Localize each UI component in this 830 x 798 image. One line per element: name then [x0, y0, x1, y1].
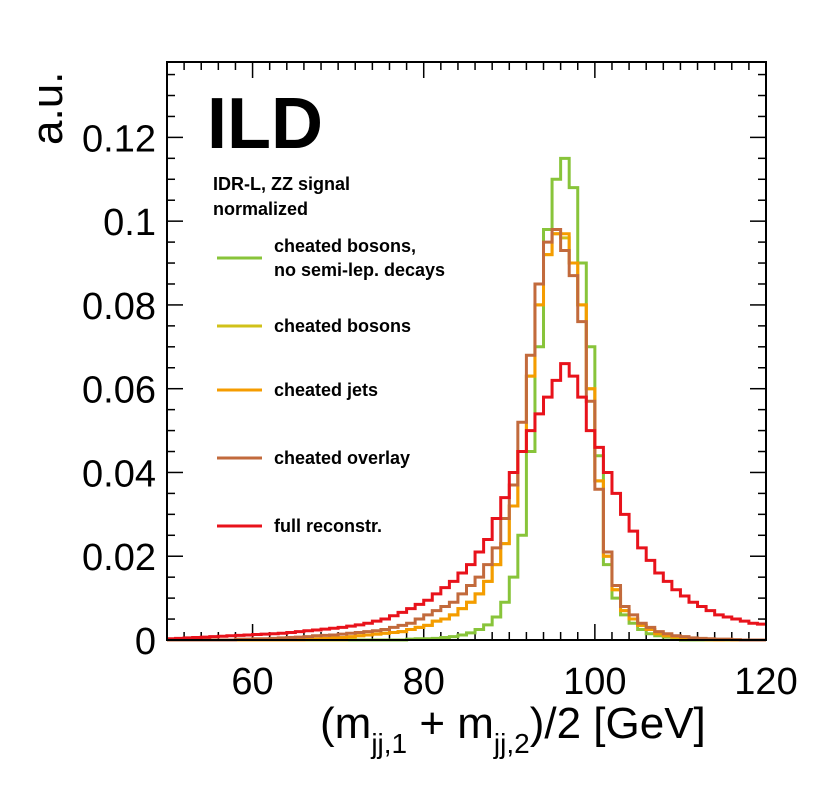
legend-label-1: cheated bosons — [274, 316, 411, 336]
x-axis-title: (mjj,1 + mjj,2)/2 [GeV] — [320, 699, 706, 759]
y-tick-label: 0.1 — [103, 202, 156, 244]
y-tick-label: 0.06 — [82, 370, 156, 412]
x-tick-label: 80 — [403, 661, 445, 703]
series-line-2 — [167, 232, 766, 642]
legend-label-3: cheated overlay — [274, 448, 410, 468]
series-line-3 — [167, 228, 766, 642]
info-line-1: IDR-L, ZZ signal — [213, 174, 350, 194]
series-line-4 — [167, 362, 766, 641]
plot-frame — [166, 61, 767, 641]
y-tick-label: 0.04 — [82, 453, 156, 495]
x-axis-title-part-3: )/2 [GeV] — [530, 699, 706, 748]
legend-label-2: cheated jets — [274, 380, 378, 400]
legend-label-0: cheated bosons, — [274, 236, 416, 256]
y-axis-title: a.u. — [23, 72, 72, 145]
info-line-2: normalized — [213, 199, 308, 219]
legend-label-4: full reconstr. — [274, 516, 382, 536]
legend-label-0-line2: no semi-lep. decays — [274, 260, 445, 280]
y-tick-label: 0 — [135, 621, 156, 663]
x-axis-title-sub-2: jj,2 — [493, 728, 530, 759]
x-tick-label: 60 — [231, 661, 273, 703]
y-tick-label: 0.12 — [82, 118, 156, 160]
brand-label: ILD — [207, 84, 323, 164]
x-axis-title-sub-1: jj,1 — [370, 728, 407, 759]
tick-labels: 60 80 100 120 0 0.02 0.04 0.06 0.08 0.1 0.12 — [82, 118, 798, 703]
legend: cheated bosons, no semi-lep. decays cheate… — [217, 236, 445, 536]
x-axis-title-part-1: (m — [320, 699, 371, 748]
x-tick-label: 100 — [563, 661, 626, 703]
x-axis-title-part-2: + m — [407, 699, 494, 748]
y-tick-label: 0.02 — [82, 537, 156, 579]
x-tick-label: 120 — [734, 661, 797, 703]
y-tick-label: 0.08 — [82, 286, 156, 328]
